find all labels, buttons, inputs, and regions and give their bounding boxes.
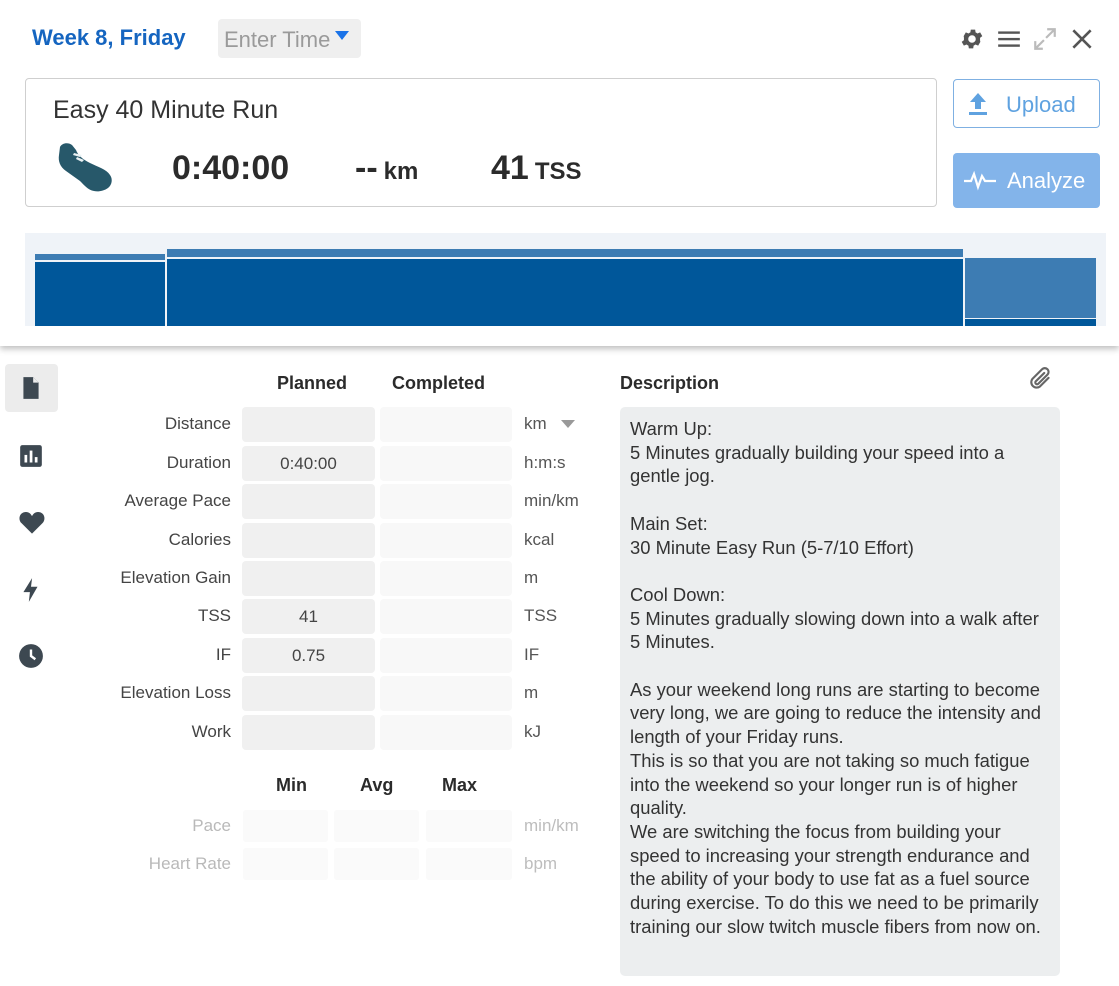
completed-work-input[interactable]: [380, 715, 512, 750]
time-select[interactable]: Enter Time: [218, 19, 361, 58]
workout-structure-graph: [25, 233, 1106, 326]
gear-icon[interactable]: [959, 26, 985, 52]
tss-unit: TSS: [534, 158, 582, 185]
metric-unit: min/km: [524, 491, 579, 510]
menu-icon[interactable]: [996, 26, 1022, 52]
tss-value: 41: [491, 149, 529, 187]
metric-unit: IF: [524, 645, 540, 664]
planned-elevation-gain-input[interactable]: [242, 561, 375, 596]
metric-label: Average Pace: [124, 491, 231, 510]
running-shoe-icon: [54, 141, 116, 198]
graph-cooldown-bar: [965, 258, 1096, 318]
analyze-button-label: Analyze: [1007, 168, 1086, 193]
close-icon[interactable]: [1069, 26, 1095, 52]
completed-pace-input[interactable]: [380, 484, 512, 519]
metric-unit: m: [524, 683, 539, 702]
completed-if-input[interactable]: [380, 638, 512, 673]
chart-icon: [20, 445, 42, 467]
metric-label: Distance: [164, 414, 231, 433]
graph-cooldown-base: [965, 319, 1096, 326]
caret-down-icon: [335, 31, 349, 40]
document-icon: [23, 377, 39, 399]
metric-label: IF: [215, 645, 231, 664]
nav-history[interactable]: [5, 632, 58, 680]
workout-title: Easy 40 Minute Run: [53, 96, 279, 124]
minmax-unit: min/km: [524, 816, 579, 835]
pace-min-input[interactable]: [243, 810, 328, 842]
clock-icon: [19, 644, 43, 668]
metric-unit: kJ: [524, 722, 541, 741]
metric-label: Calories: [168, 530, 231, 549]
completed-column-header: Completed: [392, 373, 486, 393]
heart-rate-max-input[interactable]: [426, 848, 512, 880]
planned-tss-input[interactable]: 41: [242, 599, 375, 634]
description-header: Description: [620, 373, 720, 393]
metric-unit: TSS: [524, 606, 558, 625]
completed-elevation-gain-input[interactable]: [380, 561, 512, 596]
planned-elevation-loss-input[interactable]: [242, 676, 375, 711]
heart-icon: [19, 511, 45, 534]
planned-work-input[interactable]: [242, 715, 375, 750]
tss-stat: 41 TSS: [491, 149, 582, 188]
metric-unit: m: [524, 568, 539, 587]
graph-warmup-bar: [35, 262, 165, 326]
heart-rate-min-input[interactable]: [243, 848, 328, 880]
nav-power[interactable]: [5, 566, 58, 614]
metric-label: Work: [191, 722, 231, 741]
upload-button-label: Upload: [1006, 92, 1076, 117]
graph-mainset-bar: [167, 259, 963, 326]
nav-summary[interactable]: [5, 364, 58, 412]
pulse-icon: [964, 170, 996, 191]
min-column-header: Min: [276, 775, 307, 795]
upload-button[interactable]: Upload: [953, 79, 1100, 128]
planned-duration-input[interactable]: 0:40:00: [242, 446, 375, 481]
distance-unit-select[interactable]: km: [524, 414, 547, 433]
time-select-placeholder: Enter Time: [224, 27, 331, 52]
metric-label: Elevation Loss: [120, 683, 231, 702]
metric-label: Duration: [166, 453, 231, 472]
distance-value: --: [355, 149, 378, 187]
heart-rate-avg-input[interactable]: [334, 848, 419, 880]
workout-summary-card: Easy 40 Minute Run 0:40:00 -- km 41 TSS: [25, 78, 937, 207]
metric-unit: kcal: [524, 530, 555, 549]
pace-max-input[interactable]: [426, 810, 512, 842]
planned-column-header: Planned: [277, 373, 348, 393]
nav-charts[interactable]: [5, 432, 58, 480]
planned-pace-input[interactable]: [242, 484, 375, 519]
workout-header-panel: Week 8, Friday Enter Time Easy 40 Minute…: [0, 0, 1119, 346]
metric-unit: h:m:s: [524, 453, 566, 472]
upload-icon: [969, 93, 987, 115]
metric-label: TSS: [197, 606, 231, 625]
analyze-button[interactable]: Analyze: [953, 153, 1100, 208]
page-title: Week 8, Friday: [32, 25, 186, 50]
planned-calories-input[interactable]: [242, 523, 375, 558]
planned-if-input[interactable]: 0.75: [242, 638, 375, 673]
distance-unit: km: [383, 158, 419, 185]
nav-heart-rate[interactable]: [5, 498, 58, 546]
completed-calories-input[interactable]: [380, 523, 512, 558]
graph-warmup-cap: [35, 254, 165, 260]
graph-mainset-cap: [167, 249, 963, 257]
lightning-icon: [23, 578, 38, 602]
avg-column-header: Avg: [360, 775, 394, 795]
completed-tss-input[interactable]: [380, 599, 512, 634]
max-column-header: Max: [442, 775, 478, 795]
pace-avg-input[interactable]: [334, 810, 419, 842]
paperclip-icon[interactable]: [1028, 366, 1054, 399]
expand-icon[interactable]: [1032, 26, 1058, 52]
distance-stat: -- km: [355, 149, 418, 188]
completed-duration-input[interactable]: [380, 446, 512, 481]
caret-down-icon[interactable]: [561, 420, 575, 428]
metric-label: Elevation Gain: [120, 568, 231, 587]
completed-elevation-loss-input[interactable]: [380, 676, 512, 711]
planned-distance-input[interactable]: [242, 407, 375, 442]
minmax-label: Pace: [192, 816, 231, 835]
minmax-label: Heart Rate: [148, 854, 231, 873]
minmax-unit: bpm: [524, 854, 558, 873]
description-textarea[interactable]: Warm Up: 5 Minutes gradually building yo…: [620, 407, 1060, 976]
completed-distance-input[interactable]: [380, 407, 512, 442]
duration-value: 0:40:00: [172, 149, 290, 187]
